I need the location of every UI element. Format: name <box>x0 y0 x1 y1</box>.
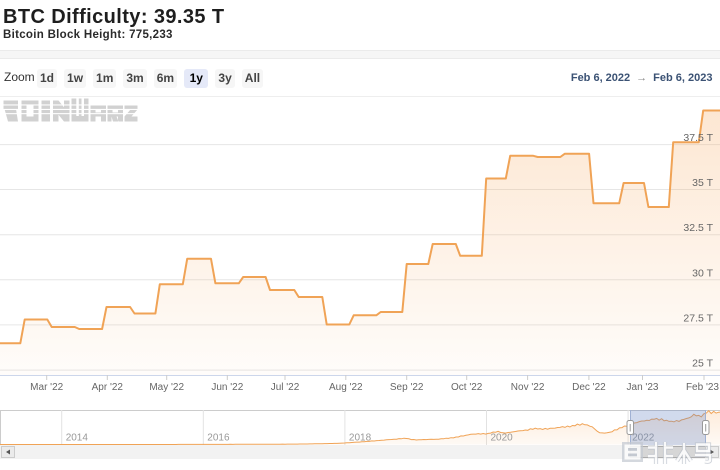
svg-text:Jan '23: Jan '23 <box>627 382 659 393</box>
svg-text:Feb '23: Feb '23 <box>686 382 719 393</box>
svg-text:30 T: 30 T <box>692 267 713 279</box>
svg-text:35 T: 35 T <box>692 177 713 189</box>
svg-text:Oct '22: Oct '22 <box>451 382 483 393</box>
svg-text:25 T: 25 T <box>692 358 713 370</box>
svg-text:Sep '22: Sep '22 <box>390 382 424 393</box>
svg-text:Jul '22: Jul '22 <box>271 382 300 393</box>
svg-text:Jun '22: Jun '22 <box>211 382 243 393</box>
svg-text:27.5 T: 27.5 T <box>683 312 713 324</box>
svg-text:May '22: May '22 <box>149 382 184 393</box>
svg-text:Apr '22: Apr '22 <box>92 382 124 393</box>
svg-text:32.5 T: 32.5 T <box>683 222 713 234</box>
svg-text:Aug '22: Aug '22 <box>329 382 363 393</box>
svg-text:Dec '22: Dec '22 <box>572 382 606 393</box>
svg-text:2016: 2016 <box>207 433 230 444</box>
svg-text:37.5 T: 37.5 T <box>683 132 713 144</box>
svg-text:2022: 2022 <box>632 433 655 444</box>
svg-text:2018: 2018 <box>349 433 372 444</box>
svg-text:2020: 2020 <box>491 433 514 444</box>
svg-text:2014: 2014 <box>66 433 89 444</box>
svg-text:Mar '22: Mar '22 <box>30 382 63 393</box>
svg-text:Nov '22: Nov '22 <box>511 382 545 393</box>
